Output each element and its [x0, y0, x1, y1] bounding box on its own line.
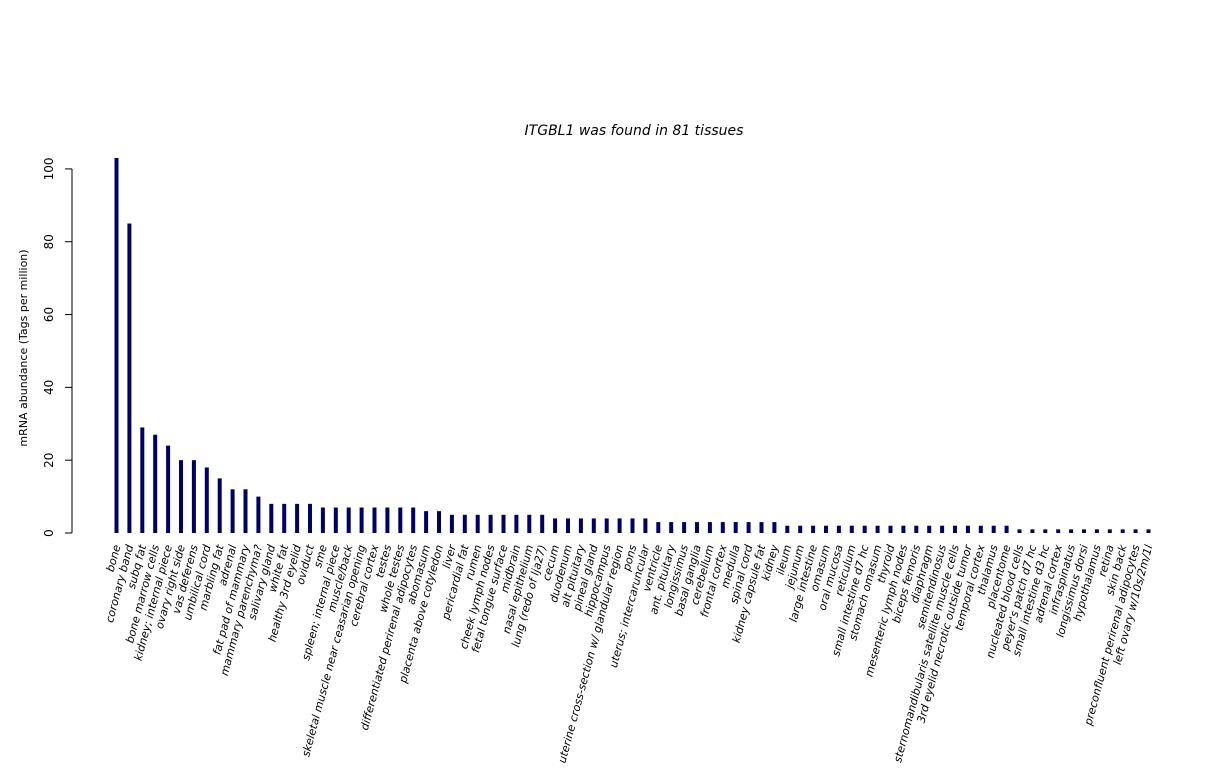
bar — [591, 518, 596, 533]
bar — [1133, 529, 1138, 533]
bar — [656, 522, 661, 533]
bar — [398, 507, 403, 533]
bar — [888, 525, 893, 533]
bar — [849, 525, 854, 533]
bar — [604, 518, 609, 533]
bar — [1082, 529, 1086, 533]
bar — [488, 514, 493, 533]
bar — [707, 522, 712, 533]
bar — [643, 518, 648, 533]
bar — [940, 525, 945, 533]
y-tick-label: 40 — [42, 380, 56, 395]
bar — [914, 525, 919, 533]
category-label: liver — [440, 542, 459, 570]
bar — [114, 158, 119, 533]
bar — [1030, 529, 1035, 533]
bar — [1094, 529, 1099, 533]
category-label: sme — [311, 543, 330, 569]
bar — [230, 489, 235, 533]
y-tick-label: 20 — [42, 453, 56, 468]
bars-group — [114, 158, 1151, 533]
bar — [527, 514, 532, 533]
bar — [540, 514, 545, 533]
bar — [553, 518, 558, 533]
bar — [578, 518, 583, 533]
bar — [282, 503, 287, 533]
title-gene: ITGBL1 — [525, 123, 575, 139]
y-tick-label: 100 — [42, 157, 56, 180]
bar — [437, 511, 441, 533]
bar — [953, 525, 957, 533]
y-tick-label: 60 — [42, 307, 56, 322]
bar — [836, 525, 841, 533]
bar — [333, 507, 338, 533]
bar — [372, 507, 377, 533]
bar — [1107, 529, 1112, 533]
bar — [346, 507, 351, 533]
bar — [965, 525, 970, 533]
bar — [411, 507, 416, 533]
bar — [127, 223, 132, 533]
bar — [875, 525, 880, 533]
bar — [1043, 529, 1048, 533]
bar — [785, 525, 790, 533]
bar — [824, 525, 828, 533]
bar — [475, 514, 480, 533]
bar — [243, 489, 248, 533]
bar — [720, 522, 725, 533]
bar — [759, 522, 764, 533]
bar — [1146, 529, 1151, 533]
bar — [669, 522, 674, 533]
bar — [385, 507, 390, 533]
y-tick-label: 80 — [42, 234, 56, 249]
bar — [449, 514, 454, 533]
bar — [514, 514, 519, 533]
bar — [462, 514, 467, 533]
bar — [217, 478, 222, 533]
bar — [166, 445, 171, 533]
bar — [501, 514, 506, 533]
bar — [153, 434, 158, 533]
bar — [901, 525, 906, 533]
chart-title: ITGBL1 was found in 81 tissues — [525, 123, 744, 139]
bar — [269, 503, 274, 533]
bar — [1069, 529, 1074, 533]
bar — [140, 427, 145, 533]
bar — [798, 525, 803, 533]
title-end: tissues — [690, 123, 743, 139]
title-count: 81 — [672, 123, 690, 139]
bar — [256, 496, 261, 533]
bar — [566, 518, 570, 533]
bar — [320, 507, 325, 533]
bar — [1017, 529, 1022, 533]
bar — [695, 522, 699, 533]
bar — [204, 467, 209, 533]
bar — [978, 525, 983, 533]
bar — [772, 522, 777, 533]
y-tick-label: 0 — [42, 529, 56, 537]
bar — [191, 460, 196, 533]
bar — [630, 518, 635, 533]
title-mid: was found in — [574, 123, 672, 139]
bar — [1004, 525, 1009, 533]
bar — [1120, 529, 1125, 533]
bar — [424, 511, 429, 533]
bar — [682, 522, 687, 533]
bar — [746, 522, 751, 533]
bar — [617, 518, 622, 533]
bar — [991, 525, 996, 533]
bar — [927, 525, 932, 533]
bar — [179, 460, 183, 533]
y-axis-label: mRNA abundance (Tags per million) — [17, 249, 30, 446]
bar — [1056, 529, 1061, 533]
bar — [811, 525, 816, 533]
y-axis: 0 20 40 60 80 100 — [42, 157, 73, 537]
bar — [359, 507, 364, 533]
bar — [862, 525, 867, 533]
bar — [295, 503, 300, 533]
bar — [733, 522, 738, 533]
bar — [308, 503, 312, 533]
